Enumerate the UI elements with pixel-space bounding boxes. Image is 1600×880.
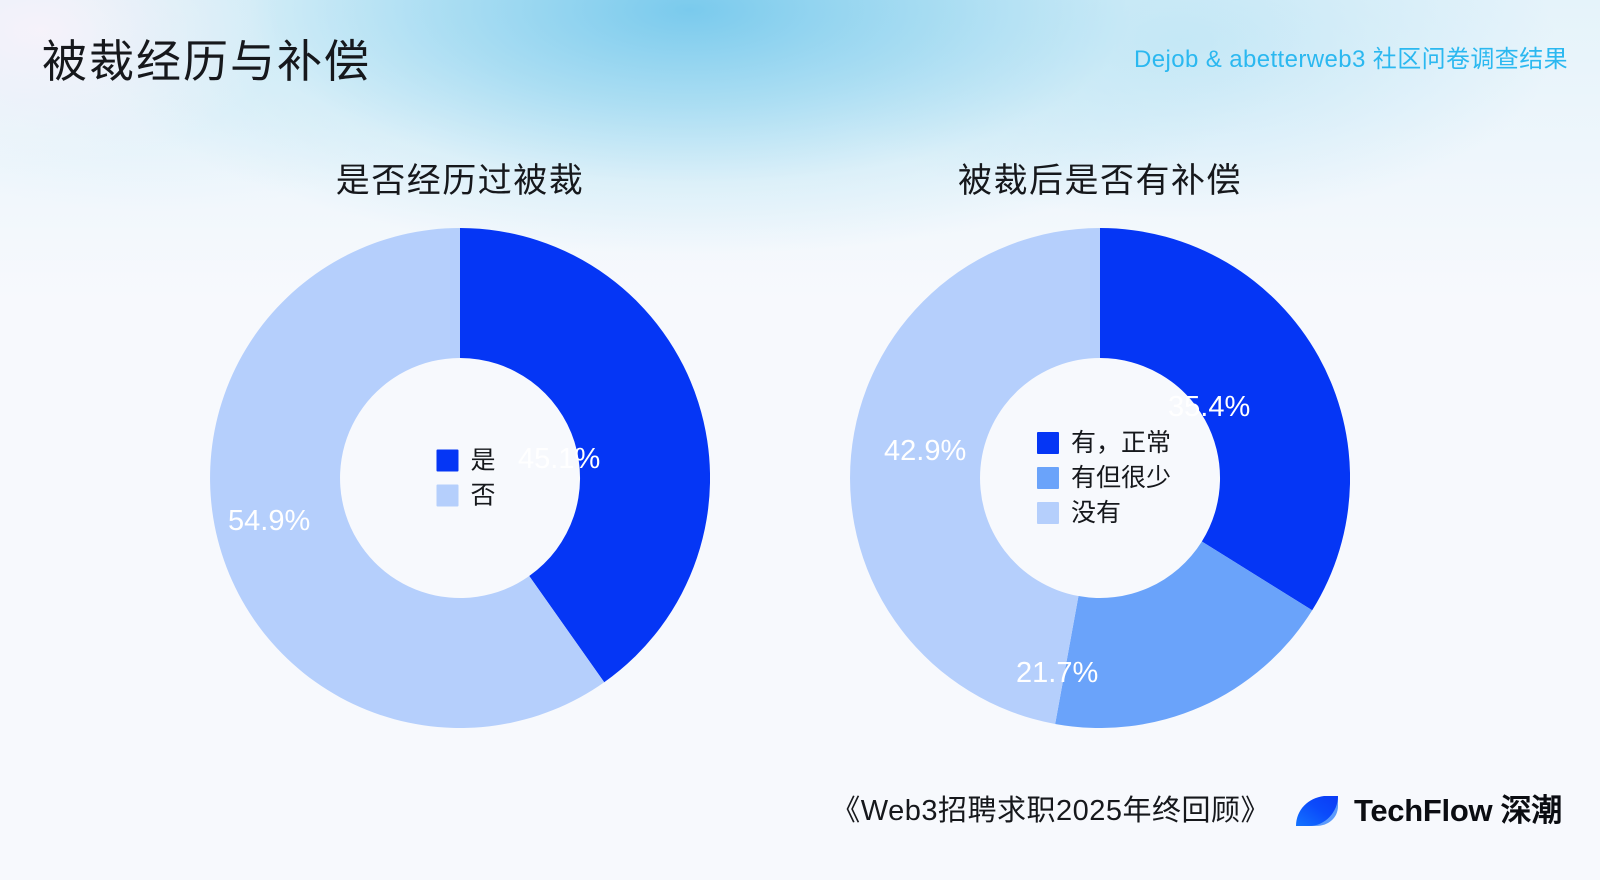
- donut-left-svg: [210, 228, 710, 728]
- legend-swatch-icon-yes: [436, 449, 459, 472]
- legend-label-little: 有但很少: [1070, 464, 1172, 492]
- legend-label-normal: 有，正常: [1070, 429, 1172, 457]
- slide-header: 被裁经历与补偿 Dejob & abetterweb3 社区问卷调查结果: [0, 0, 1600, 130]
- legend-swatch-icon-none: [1036, 502, 1059, 524]
- report-name: 《Web3招聘求职2025年终回顾》: [831, 795, 1271, 827]
- techflow-leaf-icon: [1296, 796, 1339, 826]
- donut-left: 45.1% 54.9% 是 否: [210, 228, 710, 728]
- legend-item-no[interactable]: 否: [436, 481, 496, 510]
- page-title: 被裁经历与补偿: [42, 36, 372, 87]
- chart-severance-after-layoff: 被裁后是否有补偿 35.4% 21.7% 42.9% 有，正常: [790, 150, 1410, 750]
- header-subtitle: Dejob & abetterweb3 社区问卷调查结果: [1133, 46, 1568, 73]
- legend-swatch-icon-no: [436, 484, 459, 507]
- brand-lockup: TechFlow 深潮: [1294, 792, 1562, 830]
- legend-left: 是 否: [436, 446, 496, 510]
- background-tint-left: [0, 0, 320, 180]
- donut-left-slice-no[interactable]: [210, 228, 605, 728]
- donut-left-slice-yes[interactable]: [460, 228, 710, 683]
- legend-label-yes: 是: [470, 446, 496, 475]
- donut-right-slice-little[interactable]: [1055, 541, 1313, 728]
- legend-item-yes[interactable]: 是: [436, 446, 496, 475]
- legend-label-none: 没有: [1070, 499, 1122, 527]
- donut-right-slice-none[interactable]: [850, 228, 1100, 724]
- legend-item-little[interactable]: 有但很少: [1036, 464, 1172, 492]
- chart-title-left: 是否经历过被裁: [335, 162, 585, 200]
- legend-right: 有，正常 有但很少 没有: [1036, 429, 1172, 527]
- legend-item-none[interactable]: 没有: [1036, 499, 1171, 527]
- chart-title-right: 被裁后是否有补偿: [958, 162, 1242, 200]
- brand-name: TechFlow 深潮: [1354, 793, 1562, 828]
- donut-right-svg: [850, 228, 1350, 728]
- legend-label-no: 否: [470, 481, 496, 510]
- donut-right-slice-normal[interactable]: [1100, 228, 1350, 611]
- donut-right: 35.4% 21.7% 42.9% 有，正常 有但很少 没有: [850, 228, 1350, 728]
- slide-footer: 《Web3招聘求职2025年终回顾》 TechFlow 深潮: [0, 786, 1600, 836]
- legend-swatch-icon-little: [1036, 467, 1059, 489]
- legend-item-normal[interactable]: 有，正常: [1036, 429, 1172, 457]
- chart-experienced-layoff: 是否经历过被裁 45.1% 54.9% 是: [150, 150, 770, 750]
- legend-swatch-icon-normal: [1036, 432, 1059, 454]
